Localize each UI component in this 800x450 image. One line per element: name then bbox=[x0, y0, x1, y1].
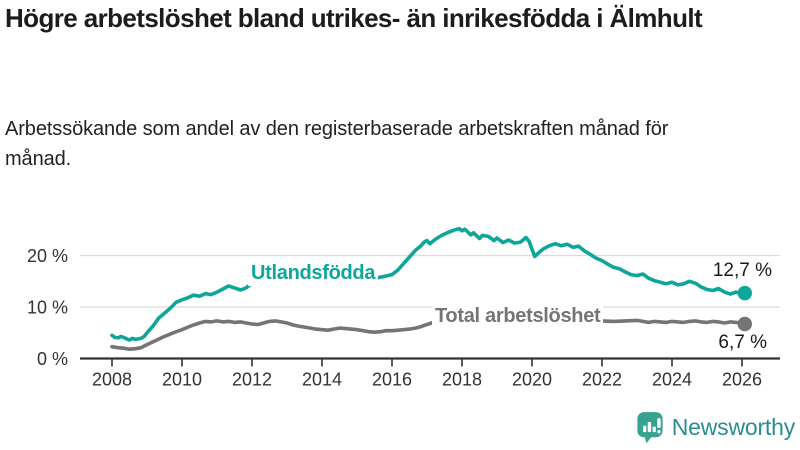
svg-text:2008: 2008 bbox=[92, 370, 132, 390]
svg-text:20 %: 20 % bbox=[27, 246, 68, 266]
newsworthy-logo-icon bbox=[637, 412, 663, 444]
line-chart: 0 % 10 % 20 % 2008 2010 2012 2014 2016 2018 2020 2… bbox=[0, 200, 800, 400]
end-value-label-utlandsfodda: 12,7 % bbox=[712, 260, 772, 281]
chart-subtitle: Arbetssökande som andel av den registerb… bbox=[5, 118, 669, 170]
svg-text:0 %: 0 % bbox=[37, 349, 68, 369]
svg-text:2024: 2024 bbox=[652, 370, 692, 390]
svg-text:2012: 2012 bbox=[232, 370, 272, 390]
svg-text:2020: 2020 bbox=[512, 370, 552, 390]
svg-text:2022: 2022 bbox=[582, 370, 622, 390]
svg-text:2014: 2014 bbox=[302, 370, 342, 390]
svg-text:10 %: 10 % bbox=[27, 298, 68, 318]
series-label-utlandsfodda: Utlandsfödda bbox=[248, 260, 379, 286]
svg-text:2018: 2018 bbox=[442, 370, 482, 390]
newsworthy-logo-text: Newsworthy bbox=[671, 414, 795, 440]
series-label-total-arbetsloshet: Total arbetslöshet bbox=[432, 303, 604, 329]
svg-text:2016: 2016 bbox=[372, 370, 412, 390]
svg-text:2026: 2026 bbox=[722, 370, 762, 390]
newsworthy-logo: Newsworthy bbox=[636, 411, 795, 444]
end-value-label-total: 6,7 % bbox=[718, 332, 767, 353]
svg-text:2010: 2010 bbox=[162, 370, 202, 390]
chart-title: Högre arbetslöshet bland utrikes- än inr… bbox=[5, 3, 703, 33]
chart-canvas: 0 % 10 % 20 % 2008 2010 2012 2014 2016 2018 2020 2… bbox=[27, 226, 780, 390]
